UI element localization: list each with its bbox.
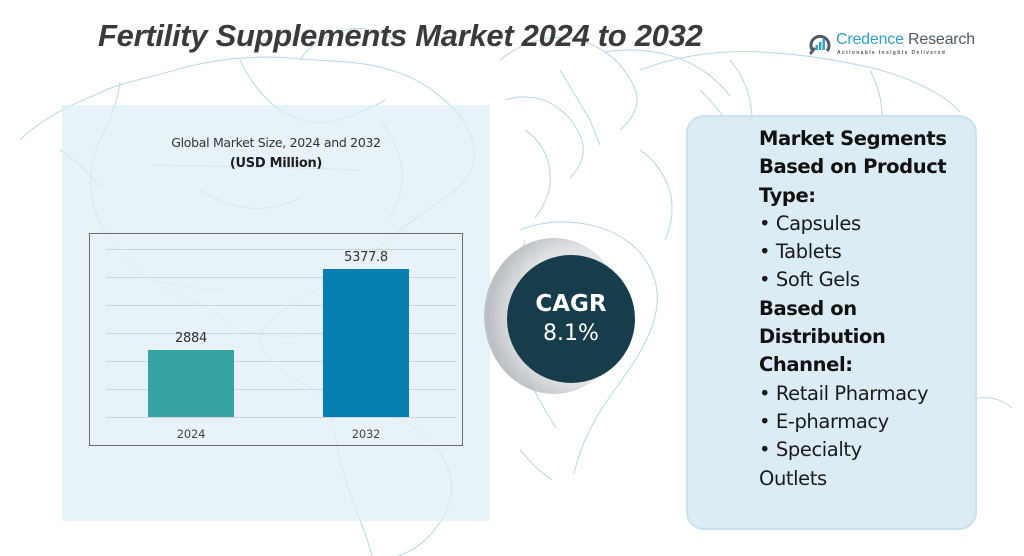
bar-category-2024: 2024 [176,427,206,441]
product-type-capsules: • Capsules [759,211,861,235]
gridline [106,249,456,250]
cagr-label: CAGR [535,291,607,317]
gridline [106,277,456,278]
gridline [106,361,456,362]
bar-2024[interactable] [148,350,234,417]
segments-heading-line-3: Type: [759,183,816,207]
product-type-tablets: • Tablets [759,240,842,264]
channel-specialty-outlets-continued: Outlets [759,466,827,490]
credence-research-logo[interactable]: Credence Research Actionable Insights De… [808,30,975,60]
distribution-heading-line-3: Channel: [759,353,853,377]
chart-subtitle: (USD Million) [229,156,323,171]
distribution-heading-line-1: Based on [759,296,857,320]
gridline [106,305,456,306]
segments-heading-line-2: Based on Product [759,155,947,179]
market-segments-panel [686,115,977,530]
bar-2032[interactable] [323,269,409,417]
cagr-circle: CAGR 8.1% [507,255,635,383]
segments-heading-line-1: Market Segments [759,127,947,150]
logo-tagline: Actionable Insights Delivered [837,50,947,56]
gridline [106,333,456,334]
product-type-soft-gels: • Soft Gels [759,268,860,292]
cagr-value: 8.1% [543,321,599,346]
gridline [106,417,456,418]
bar-chart: 2884 2024 5377.8 2032 [89,233,463,446]
distribution-heading-line-2: Distribution [759,325,886,349]
gridline [106,389,456,390]
channel-retail-pharmacy: • Retail Pharmacy [759,381,929,405]
logo-name: Credence Research [836,31,975,49]
bar-category-2032: 2032 [351,427,381,441]
bar-value-2024: 2884 [175,331,207,346]
bar-chart-circle-icon [809,34,831,55]
bar-value-2032: 5377.8 [344,250,388,265]
channel-e-pharmacy: • E-pharmacy [759,409,889,433]
chart-title: Global Market Size, 2024 and 2032 [171,135,381,150]
logo-name-part2: Research [903,31,975,48]
logo-name-part1: Credence [836,31,904,48]
channel-specialty: • Specialty [759,438,862,462]
market-size-panel [62,105,490,521]
page-title: Fertility Supplements Market 2024 to 203… [98,18,703,53]
cagr-badge: CAGR 8.1% [484,232,664,412]
segments-list: Market Segments Based on Product Type: •… [759,125,974,493]
